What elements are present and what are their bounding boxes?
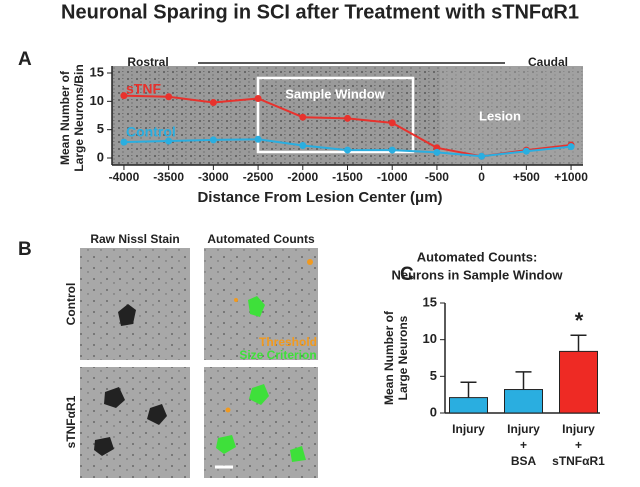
y-axis-label: Mean Number of [382,310,396,405]
column-title: Raw Nissl Stain [90,232,179,246]
point [120,138,128,146]
x-tick-label: +500 [513,170,540,184]
legend-label: Control [126,124,176,140]
point [388,119,396,127]
x-tick-label: 0 [478,170,485,184]
threshold-spot [225,407,231,413]
legend-label: sTNF [126,81,161,97]
column-title: Automated Counts [207,232,315,246]
x-tick-label: -2500 [243,170,274,184]
bar [559,350,598,414]
neuron [94,437,114,456]
point [120,92,128,100]
point [299,113,307,121]
x-tick-label: -3500 [153,170,184,184]
x-tick-label: sTNFαR1 [552,454,605,468]
point [254,95,262,102]
point [254,135,262,143]
point [344,146,351,154]
y-axis-label: Large Neurons/Bin [72,64,86,171]
point [567,143,575,151]
counted-neuron [216,435,236,454]
y-tick-label: 10 [423,331,437,346]
row-title: sTNFαR1 [64,395,78,448]
x-tick-label: -500 [425,170,449,184]
y-tick-label: 5 [430,368,437,383]
panel-label: A [18,49,32,70]
y-tick-label: 15 [90,64,104,79]
y-tick-label: 10 [90,93,104,108]
micrograph-grid [80,248,318,478]
x-axis-label: Distance From Lesion Center (μm) [197,189,442,206]
point [165,93,173,101]
bar [504,389,543,414]
counted-neuron [290,446,306,462]
y-tick-label: 15 [423,294,437,309]
point [209,136,217,144]
y-tick-label: 0 [430,404,437,419]
panel-label: C [400,264,414,285]
panel-label: B [18,239,32,260]
x-tick-label: -1000 [377,170,408,184]
bar [449,397,488,414]
x-tick-label: BSA [511,454,537,468]
y-tick-label: 0 [97,149,104,164]
counted-neuron [249,384,269,405]
neuron [104,387,125,408]
neuron [147,404,167,425]
point [388,146,396,154]
point [165,137,173,145]
x-tick-label: + [575,438,582,452]
error-bar [515,371,532,390]
legend-label: Threshold [259,335,317,349]
x-tick-label: Injury [562,422,595,436]
error-bar [460,381,477,398]
y-tick-label: 5 [97,121,104,136]
x-tick-label: Injury [452,422,485,436]
x-tick-label: -2000 [287,170,318,184]
point [209,98,217,106]
legend-label: Size Criterion [239,348,316,362]
point [299,142,307,150]
micrograph [204,367,318,478]
x-tick-label: + [520,438,527,452]
point [433,148,441,156]
counted-neuron [248,296,265,317]
point [522,147,530,155]
annotation: Caudal [528,55,568,69]
chart-title: Automated Counts: [417,249,538,264]
x-tick-label: -3000 [198,170,229,184]
error-bar [570,334,587,352]
row-title: Control [64,283,78,326]
x-tick-label: -1500 [332,170,363,184]
sample-window [256,76,415,154]
annotation: Rostral [127,55,168,69]
threshold-spot [234,298,238,302]
point [478,152,486,160]
y-axis-label: Large Neurons [396,315,410,400]
x-tick-label: -4000 [109,170,140,184]
annotation: Sample Window [285,86,385,101]
annotation: Lesion [479,108,521,123]
micrograph [80,367,190,478]
figure-title: Neuronal Sparing in SCI after Treatment … [61,1,579,23]
neuron [118,304,136,326]
micrograph [80,248,190,360]
chart-title: Neurons in Sample Window [391,267,563,282]
y-axis-label: Mean Number of [58,70,72,165]
significance-marker: * [575,308,584,333]
x-tick-label: +1000 [554,170,588,184]
threshold-spot [307,259,313,265]
x-tick-label: Injury [507,422,540,436]
point [344,114,351,122]
